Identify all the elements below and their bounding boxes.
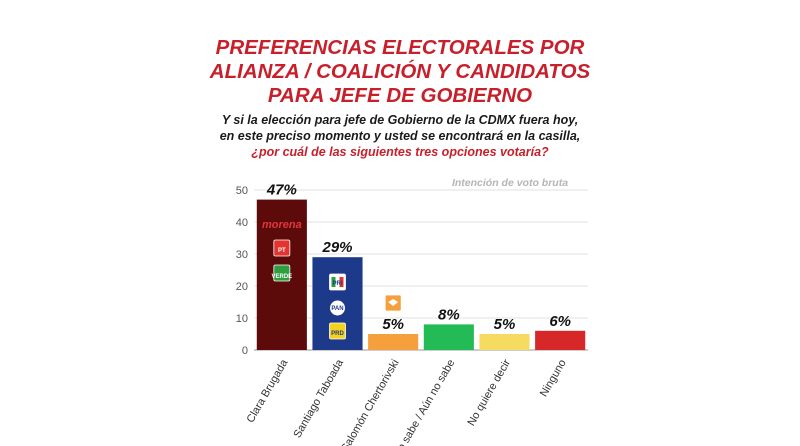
category-label: No quiere decir bbox=[465, 357, 513, 428]
pri-logo-green bbox=[331, 277, 336, 287]
chart-title: PREFERENCIAS ELECTORALES POR ALIANZA / C… bbox=[0, 36, 800, 108]
prd-logo bbox=[329, 322, 346, 340]
value-label: 5% bbox=[494, 316, 516, 333]
value-label: 6% bbox=[549, 313, 571, 330]
category-label: Santiago Taboada bbox=[291, 357, 346, 440]
title-line-1: PREFERENCIAS ELECTORALES POR bbox=[215, 36, 585, 59]
category-label: No sabe / Aún no sabe bbox=[391, 358, 457, 446]
morena-logo: morena bbox=[262, 219, 302, 231]
question-line-3: ¿por cuál de las siguientes tres opcione… bbox=[251, 145, 549, 159]
bar bbox=[479, 334, 530, 350]
bar bbox=[535, 330, 586, 350]
mc-eagle-icon bbox=[388, 299, 399, 306]
y-tick-label: 10 bbox=[236, 313, 248, 325]
y-tick-label: 0 bbox=[242, 345, 248, 357]
verde-logo bbox=[273, 264, 291, 282]
category-label: Salomón Chertorivski bbox=[339, 358, 402, 446]
value-label: 47% bbox=[266, 182, 297, 199]
verde-logo-text: VERDE bbox=[271, 274, 292, 280]
pt-logo bbox=[273, 239, 291, 257]
pan-logo-text: PAN bbox=[331, 306, 343, 312]
chart-note: Intención de voto bruta bbox=[452, 177, 568, 189]
gridlines bbox=[254, 189, 588, 351]
pt-logo-text: PT bbox=[278, 248, 286, 254]
y-axis: 0 10 20 30 40 50 bbox=[236, 185, 248, 357]
party-logos: morena PT VERDE PRI PAN PRD bbox=[262, 219, 402, 340]
question-line-2: en este preciso momento y usted se encon… bbox=[219, 129, 581, 143]
pan-logo bbox=[329, 299, 346, 317]
bar bbox=[423, 324, 474, 350]
title-line-2: ALIANZA / COALICIÓN Y CANDIDATOS bbox=[209, 60, 591, 83]
category-label: Ninguno bbox=[538, 358, 569, 399]
category-label: Clara Brugada bbox=[245, 357, 291, 425]
y-tick-label: 40 bbox=[236, 217, 248, 229]
y-tick-label: 30 bbox=[236, 249, 248, 261]
value-label: 8% bbox=[438, 306, 460, 323]
question-line-1: Y si la elección para jefe de Gobierno d… bbox=[221, 113, 579, 127]
pri-logo-red bbox=[339, 277, 344, 287]
prd-logo-text: PRD bbox=[331, 331, 344, 337]
title-line-3: PARA JEFE DE GOBIERNO bbox=[267, 84, 533, 107]
value-labels: 47% 29% 5% 8% 5% 6% bbox=[266, 182, 571, 333]
pri-logo-text: PRI bbox=[332, 281, 342, 287]
bar bbox=[368, 334, 419, 350]
value-label: 29% bbox=[321, 239, 352, 256]
y-tick-label: 20 bbox=[236, 281, 248, 293]
y-tick-label: 50 bbox=[236, 185, 248, 197]
survey-question: Y si la elección para jefe de Gobierno d… bbox=[0, 112, 800, 160]
value-label: 5% bbox=[382, 316, 404, 333]
